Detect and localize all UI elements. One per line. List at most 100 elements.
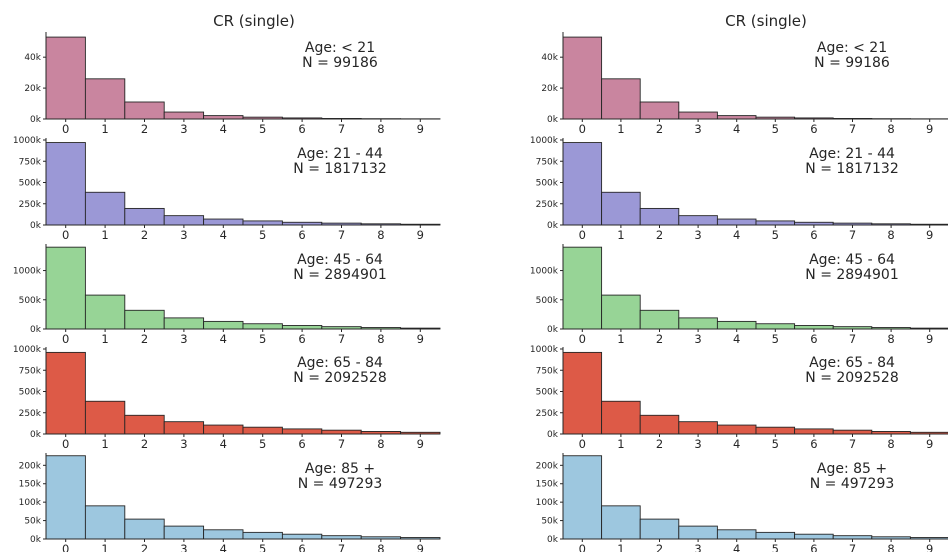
annotation-line: Age: 45 - 64 [809,252,895,268]
x-tick-label: 4 [220,542,227,552]
bar-6 [281,533,323,540]
bar-4 [203,218,244,226]
y-tick-label: 100k [536,498,559,508]
x-tick-label: 0 [579,437,586,451]
x-tick-label: 6 [298,437,305,451]
bar-2 [124,414,165,435]
bar-6 [794,325,834,330]
x-tick-label: 2 [656,437,663,451]
y-tick-label: 250k [19,200,42,210]
x-tick-label: 7 [338,228,345,242]
bar-2 [639,518,680,540]
chart-panel-0-0: 0k 20k 40k 0 1 2 3 4 5 6 7 8 9 Age: < 21N = 99186 [24,32,441,136]
bar-0 [45,351,86,435]
y-tick-label: 200k [19,461,42,471]
bar-0 [562,246,603,330]
bar-4 [716,529,757,540]
x-tick-label: 8 [887,228,894,242]
bar-5 [242,323,283,330]
x-tick-label: 4 [733,542,740,552]
annotation-line: Age: 65 - 84 [809,355,895,371]
chart-panel-1-2: 0k 500k 1000k 0 1 2 3 4 5 6 7 8 9 Age: 45 - 64N = 289… [530,244,948,346]
x-tick-label: 5 [772,122,779,136]
x-tick-label: 9 [417,542,424,552]
bar-3 [163,215,205,226]
x-tick-label: 7 [338,332,345,346]
x-tick-label: 0 [579,122,586,136]
y-tick-label: 0k [547,115,559,125]
x-tick-label: 6 [810,122,817,136]
annotation-line: N = 2092528 [293,370,386,386]
x-tick-label: 3 [180,122,187,136]
x-tick-label: 3 [180,542,187,552]
x-tick-label: 5 [772,437,779,451]
x-tick-label: 1 [101,437,108,451]
x-tick-label: 4 [733,437,740,451]
x-tick-label: 5 [259,437,266,451]
x-tick-label: 7 [849,542,856,552]
x-tick-label: 2 [656,228,663,242]
x-tick-label: 7 [849,437,856,451]
chart-panel-1-1: 0k 250k 500k 750k 1000k 0 1 2 3 4 5 6 7 8 9 Age: 21 - 4… [530,136,948,242]
annotation-line: Age: < 21 [305,40,375,56]
y-tick-label: 500k [19,388,42,398]
bar-5 [755,531,796,540]
y-tick-label: 0k [30,325,42,335]
y-tick-label: 750k [19,366,42,376]
annotation-line: N = 497293 [298,476,383,492]
y-tick-label: 500k [536,179,559,189]
x-tick-label: 9 [926,122,933,136]
y-tick-label: 500k [536,388,559,398]
x-tick-label: 6 [298,542,305,552]
x-tick-label: 4 [220,228,227,242]
x-tick-label: 2 [141,437,148,451]
bar-7 [321,429,362,435]
annotation-line: N = 99186 [814,55,890,71]
bar-2 [639,414,680,435]
x-tick-label: 8 [887,122,894,136]
x-tick-label: 0 [62,332,69,346]
x-tick-label: 1 [617,437,624,451]
x-tick-label: 0 [62,122,69,136]
x-tick-label: 3 [694,122,701,136]
x-tick-label: 3 [180,332,187,346]
y-tick-label: 20k [541,84,558,94]
x-tick-label: 6 [810,542,817,552]
x-tick-label: 4 [220,122,227,136]
bar-3 [163,525,205,540]
x-tick-label: 7 [849,122,856,136]
bar-5 [755,323,796,330]
bar-0 [562,36,603,120]
x-tick-label: 3 [694,437,701,451]
y-tick-label: 1000k [13,345,42,355]
bar-5 [242,531,283,540]
y-tick-label: 20k [24,84,41,94]
bar-5 [242,220,283,226]
bar-6 [794,428,834,435]
annotation-line: Age: 85 + [305,461,375,477]
x-tick-label: 6 [298,332,305,346]
y-tick-label: 500k [19,296,42,306]
bar-2 [639,101,680,120]
bar-3 [163,421,205,435]
annotation-line: Age: < 21 [817,40,887,56]
bar-3 [678,317,718,330]
y-tick-label: 150k [536,480,559,490]
x-tick-label: 7 [338,542,345,552]
bar-1 [84,294,126,330]
bar-2 [124,518,165,540]
bar-0 [562,455,603,540]
bar-3 [678,111,718,120]
x-tick-label: 7 [849,228,856,242]
bar-3 [678,525,718,540]
annotation-line: N = 1817132 [805,161,898,177]
y-tick-label: 250k [536,200,559,210]
x-tick-label: 8 [377,228,384,242]
bar-1 [601,294,641,330]
bar-3 [163,317,205,330]
bar-1 [84,78,126,120]
x-tick-label: 1 [617,122,624,136]
bar-0 [45,246,86,330]
annotation-line: Age: 21 - 44 [297,146,383,162]
